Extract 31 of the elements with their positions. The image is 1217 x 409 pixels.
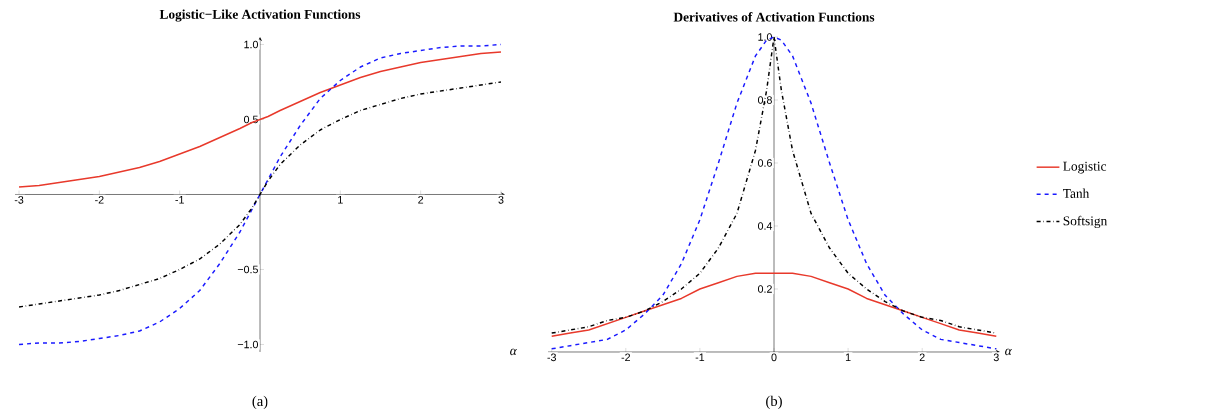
y-tick-label: −1.0	[237, 340, 258, 349]
legend-label: Tanh	[1063, 188, 1090, 198]
y-tick-label: 0.6	[757, 159, 772, 167]
y-tick-label: 0.8	[757, 96, 772, 104]
x-tick-label: 1	[338, 196, 343, 204]
x-tick-label: 3	[498, 196, 504, 204]
x-tick-label: -2	[621, 353, 631, 362]
text: (a)	[252, 395, 268, 409]
x-axis-title: α	[1005, 348, 1012, 356]
legend-label: Logistic	[1063, 161, 1107, 174]
y-tick-label: 1.0	[758, 33, 772, 41]
y-tick-label: 0.4	[757, 222, 773, 230]
x-tick-label: -3	[547, 353, 556, 362]
x-tick-label: 2	[919, 353, 925, 362]
x-tick-label: -2	[95, 196, 104, 204]
y-tick-label: 1.0	[244, 40, 258, 49]
chart-title: Derivatives of Activation Functions	[673, 12, 875, 22]
x-tick-label: 1	[845, 353, 851, 361]
x-tick-label: -1	[695, 353, 705, 361]
x-tick-label: 3	[993, 353, 999, 362]
x-tick-label: -3	[14, 196, 24, 204]
y-tick-label: −0.5	[237, 265, 258, 274]
legend-label: Softsign	[1063, 215, 1108, 229]
y-tick-label: 0.5	[244, 115, 258, 124]
x-axis-title: α	[510, 348, 517, 356]
x-tick-label: 2	[418, 196, 424, 204]
x-tick-label: 0	[771, 353, 777, 362]
text: (b)	[766, 395, 782, 409]
y-tick-label: 0.2	[757, 285, 772, 293]
chart-title: Logistic−Like Activation Functions	[159, 9, 361, 22]
x-tick-label: -1	[175, 196, 184, 204]
